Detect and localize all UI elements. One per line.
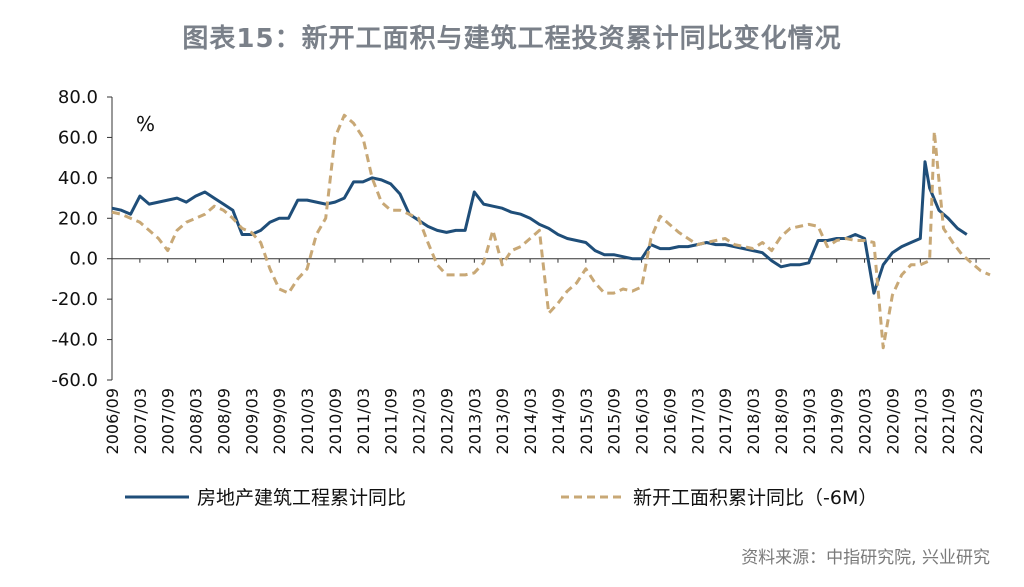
source-note: 资料来源：中指研究院, 兴业研究 — [741, 548, 990, 568]
series-line-2 — [111, 113, 991, 350]
x-tick-label: 2007/03 — [131, 388, 150, 454]
x-tick-label: 2013/03 — [465, 388, 484, 454]
legend-label-1: 房地产建筑工程累计同比 — [197, 487, 406, 509]
x-tick-label: 2021/09 — [939, 388, 958, 454]
x-tick-label: 2015/03 — [577, 388, 596, 454]
y-tick-label: 20.0 — [58, 208, 98, 229]
y-tick-label: 40.0 — [58, 168, 98, 189]
x-tick-label: 2016/09 — [660, 388, 679, 454]
x-tick-label: 2017/03 — [688, 388, 707, 454]
x-tick-label: 2015/09 — [605, 388, 624, 454]
x-tick-label: 2009/09 — [270, 388, 289, 454]
x-tick-label: 2006/09 — [103, 388, 122, 454]
chart-title: 图表15：新开工面积与建筑工程投资累计同比变化情况 — [182, 24, 842, 54]
y-tick-label: 60.0 — [58, 127, 98, 148]
legend-label-2: 新开工面积累计同比（-6M） — [633, 487, 877, 509]
chart-axes: 80.0 60.0 40.0 20.0 0.0 -20.0 -40.0 -60.0 2006/0… — [51, 87, 990, 454]
x-tick-label: 2018/03 — [744, 388, 763, 454]
series-line-1 — [111, 160, 968, 295]
x-tick-label: 2007/09 — [159, 388, 178, 454]
x-tick-label: 2011/03 — [354, 388, 373, 454]
x-tick-label: 2016/03 — [633, 388, 652, 454]
x-tick-label: 2013/09 — [493, 388, 512, 454]
x-tick-label: 2019/03 — [800, 388, 819, 454]
x-tick-label: 2022/03 — [967, 388, 986, 454]
x-tick-label: 2020/09 — [883, 388, 902, 454]
x-tick-label: 2008/09 — [214, 388, 233, 454]
x-tick-label: 2019/09 — [828, 388, 847, 454]
y-tick-label: -20.0 — [51, 289, 98, 310]
x-tick-label: 2017/09 — [716, 388, 735, 454]
chart-lines — [111, 113, 991, 350]
x-tick-label: 2011/09 — [382, 388, 401, 454]
x-tick-label: 2020/03 — [856, 388, 875, 454]
y-tick-label: 0.0 — [69, 249, 98, 270]
y-tick-label: -40.0 — [51, 330, 98, 351]
x-tick-label: 2010/03 — [298, 388, 317, 454]
x-tick-label: 2012/03 — [410, 388, 429, 454]
x-tick-label: 2008/03 — [187, 388, 206, 454]
y-tick-label: -60.0 — [51, 370, 98, 391]
x-tick-label: 2018/09 — [772, 388, 791, 454]
x-tick-label: 2021/03 — [911, 388, 930, 454]
x-tick-label: 2009/03 — [242, 388, 261, 454]
y-tick-label: 80.0 — [58, 87, 98, 108]
x-tick-label: 2014/09 — [549, 388, 568, 454]
unit-label: % — [136, 112, 155, 136]
x-tick-label: 2010/09 — [326, 388, 345, 454]
x-tick-label: 2012/09 — [437, 388, 456, 454]
x-tick-label: 2014/03 — [521, 388, 540, 454]
legend: 房地产建筑工程累计同比 新开工面积累计同比（-6M） — [125, 487, 877, 509]
